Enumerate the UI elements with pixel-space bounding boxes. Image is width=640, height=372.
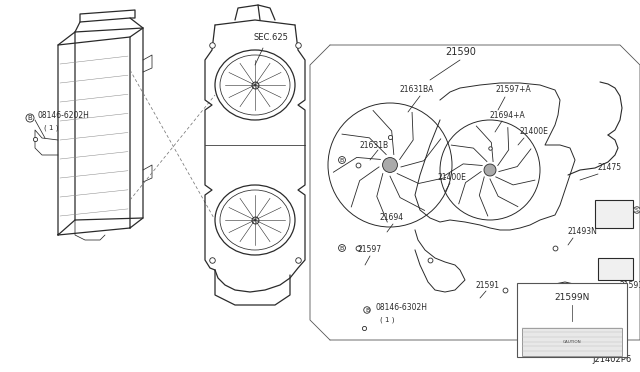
Text: 21694: 21694 xyxy=(380,214,404,222)
Text: ( 1 ): ( 1 ) xyxy=(44,125,58,131)
Text: 21591: 21591 xyxy=(476,280,500,289)
Text: J21402P6: J21402P6 xyxy=(593,355,632,364)
Text: 21590: 21590 xyxy=(445,47,476,57)
FancyBboxPatch shape xyxy=(598,258,633,280)
Text: 21694+A: 21694+A xyxy=(490,110,525,119)
Bar xyxy=(517,283,627,357)
Text: 21493N: 21493N xyxy=(568,228,598,237)
Text: 08146-6202H: 08146-6202H xyxy=(38,112,90,121)
Circle shape xyxy=(484,164,496,176)
Text: B: B xyxy=(340,246,344,250)
Text: 21631BA: 21631BA xyxy=(400,86,435,94)
Text: 21631B: 21631B xyxy=(360,141,389,150)
Text: 08146-6302H: 08146-6302H xyxy=(375,304,427,312)
Text: CAUTION: CAUTION xyxy=(563,340,582,344)
Text: 21599N: 21599N xyxy=(554,293,590,302)
Text: 21400E: 21400E xyxy=(520,128,549,137)
Text: S: S xyxy=(635,208,639,212)
Text: SEC.625: SEC.625 xyxy=(253,33,288,42)
Circle shape xyxy=(383,158,397,173)
Text: B: B xyxy=(28,115,33,121)
Text: 21597+A: 21597+A xyxy=(496,86,532,94)
Text: 21591+A: 21591+A xyxy=(620,280,640,289)
Text: 21400E: 21400E xyxy=(438,173,467,183)
Text: ( 1 ): ( 1 ) xyxy=(380,317,394,323)
Text: B: B xyxy=(340,157,344,163)
Text: 21597: 21597 xyxy=(358,246,382,254)
Text: 21475: 21475 xyxy=(598,164,622,173)
FancyBboxPatch shape xyxy=(595,200,633,228)
Bar xyxy=(522,328,622,356)
Text: B: B xyxy=(365,308,369,312)
